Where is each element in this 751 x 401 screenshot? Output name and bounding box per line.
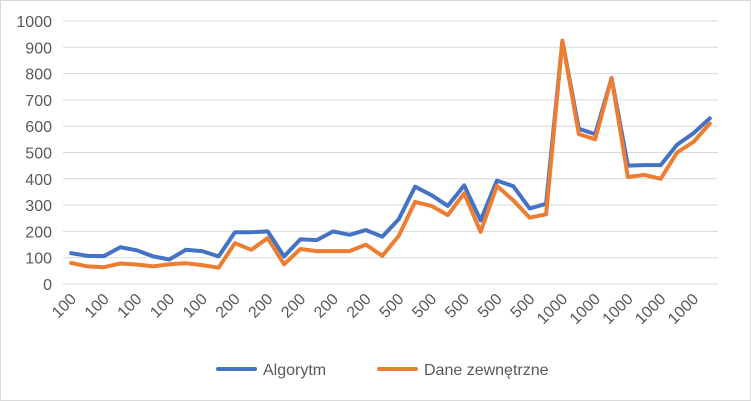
y-tick-label: 1000 <box>16 14 52 31</box>
y-tick-label: 400 <box>25 172 52 189</box>
x-tick-label: 100 <box>49 291 80 322</box>
y-tick-label: 300 <box>25 198 52 215</box>
legend: Algorytm Dane zewnętrzne <box>216 362 549 379</box>
x-tick-label: 100 <box>147 291 178 322</box>
x-tick-label: 1000 <box>567 291 604 328</box>
x-axis-ticks: 100 100 100 100 100 200 200 200 200 200 500 500 500 5… <box>49 291 702 328</box>
x-tick-label: 100 <box>180 291 211 322</box>
x-tick-label: 100 <box>115 291 146 322</box>
x-tick-label: 200 <box>344 291 375 322</box>
series-lines <box>69 38 712 270</box>
x-tick-label: 500 <box>475 291 506 322</box>
series-line-2 <box>69 38 712 270</box>
y-tick-label: 800 <box>25 67 52 84</box>
y-tick-label: 900 <box>25 40 52 57</box>
x-tick-label: 200 <box>213 291 244 322</box>
legend-label-1: Algorytm <box>263 362 326 379</box>
x-tick-label: 200 <box>278 291 309 322</box>
y-tick-label: 100 <box>25 251 52 268</box>
x-tick-label: 200 <box>311 291 342 322</box>
x-tick-label: 500 <box>409 291 440 322</box>
y-tick-label: 0 <box>43 277 52 294</box>
x-tick-label: 1000 <box>665 291 702 328</box>
x-tick-label: 1000 <box>600 291 637 328</box>
x-tick-label: 500 <box>442 291 473 322</box>
legend-label-2: Dane zewnętrzne <box>424 362 549 379</box>
y-tick-label: 700 <box>25 93 52 110</box>
x-tick-label: 1000 <box>534 291 571 328</box>
x-tick-label: 100 <box>82 291 113 322</box>
y-tick-label: 600 <box>25 119 52 136</box>
x-tick-label: 200 <box>246 291 277 322</box>
y-tick-label: 200 <box>25 224 52 241</box>
y-axis-ticks: 0 100 200 300 400 500 600 700 800 900 1000 <box>16 14 52 294</box>
x-tick-label: 1000 <box>632 291 669 328</box>
y-tick-label: 500 <box>25 146 52 163</box>
x-tick-label: 500 <box>377 291 408 322</box>
